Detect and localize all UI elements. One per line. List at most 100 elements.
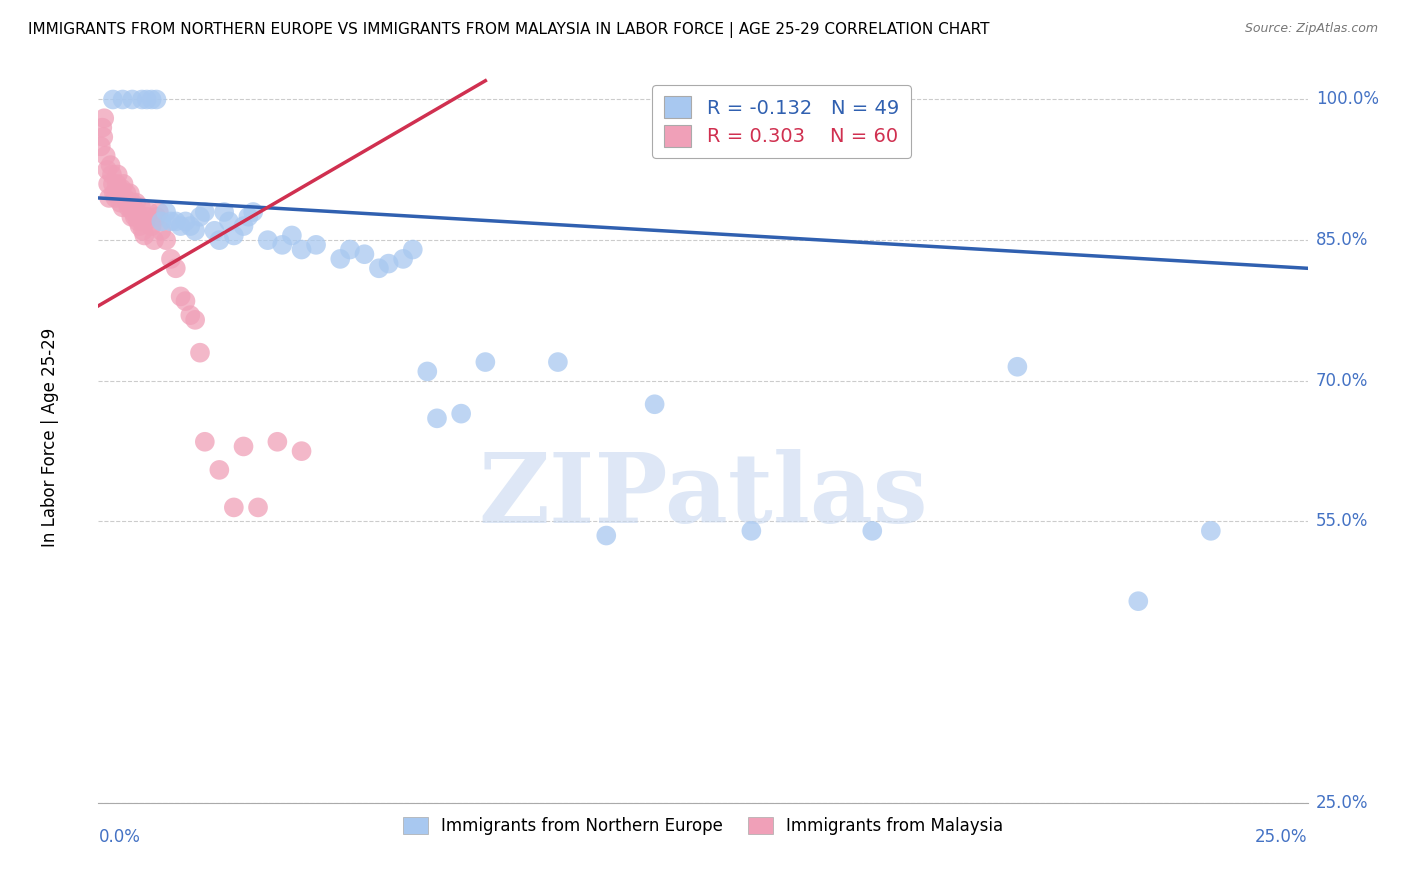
Point (188, 345, 211, 359)
Point (118, 186, 141, 201)
Point (128, 219, 150, 233)
Text: 0.0%: 0.0% (98, 828, 141, 846)
Point (179, 219, 201, 233)
Point (107, 181, 129, 195)
Point (169, 289, 191, 303)
Point (290, 444, 312, 458)
Point (96, 162, 118, 177)
Point (266, 434, 288, 449)
Point (169, 219, 191, 233)
Text: 85.0%: 85.0% (1316, 231, 1368, 249)
Point (141, 219, 163, 233)
Point (474, 355, 496, 369)
Point (339, 243, 361, 257)
Point (644, 397, 666, 411)
Point (194, 205, 217, 219)
Point (135, 93, 157, 107)
Point (138, 205, 160, 219)
Point (103, 186, 125, 201)
Point (222, 500, 245, 515)
Point (368, 261, 391, 276)
Point (860, 524, 883, 538)
Point (111, 181, 134, 195)
Point (105, 177, 128, 191)
Point (165, 214, 187, 228)
Point (155, 205, 177, 219)
Point (740, 524, 762, 538)
Point (218, 214, 240, 228)
Text: 25.0%: 25.0% (1316, 794, 1368, 812)
Point (141, 93, 163, 107)
Point (305, 237, 328, 252)
Text: 100.0%: 100.0% (1316, 90, 1379, 109)
Point (595, 528, 617, 542)
Point (208, 233, 231, 247)
Point (160, 252, 183, 266)
Point (194, 434, 217, 449)
Point (329, 252, 352, 266)
Point (93, 112, 115, 126)
Point (184, 224, 207, 238)
Point (143, 233, 166, 247)
Point (127, 205, 149, 219)
Point (122, 205, 145, 219)
Point (179, 308, 201, 322)
Point (204, 224, 226, 238)
Point (104, 191, 127, 205)
Point (101, 168, 124, 182)
Point (117, 200, 139, 214)
Point (107, 168, 129, 182)
Point (238, 210, 260, 224)
Point (232, 219, 254, 233)
Point (1007, 359, 1029, 374)
Point (148, 205, 170, 219)
Point (101, 177, 124, 191)
Point (377, 257, 399, 271)
Point (150, 214, 173, 228)
Point (125, 195, 148, 210)
Point (98, 191, 121, 205)
Point (184, 313, 207, 327)
Point (101, 93, 124, 107)
Point (145, 93, 167, 107)
Point (115, 186, 138, 201)
Text: In Labor Force | Age 25-29: In Labor Force | Age 25-29 (41, 327, 59, 547)
Point (131, 93, 153, 107)
Point (174, 294, 197, 309)
Text: 55.0%: 55.0% (1316, 513, 1368, 531)
Point (100, 158, 122, 172)
Point (416, 364, 439, 378)
Point (94, 149, 117, 163)
Point (188, 210, 211, 224)
Point (155, 233, 177, 247)
Text: Source: ZipAtlas.com: Source: ZipAtlas.com (1244, 22, 1378, 36)
Point (121, 195, 143, 210)
Point (111, 93, 134, 107)
Point (117, 195, 139, 210)
Point (114, 191, 136, 205)
Point (134, 228, 156, 243)
Point (112, 177, 135, 191)
Point (145, 210, 167, 224)
Point (242, 205, 264, 219)
Point (124, 210, 146, 224)
Point (90, 139, 112, 153)
Point (111, 200, 134, 214)
Point (353, 247, 375, 261)
Point (212, 205, 235, 219)
Text: ZIPatlas: ZIPatlas (478, 449, 928, 542)
Point (222, 228, 245, 243)
Point (150, 224, 173, 238)
Point (426, 411, 449, 425)
Point (1199, 524, 1222, 538)
Point (402, 243, 425, 257)
Point (232, 440, 254, 454)
Text: 70.0%: 70.0% (1316, 372, 1368, 390)
Point (256, 233, 278, 247)
Text: 25.0%: 25.0% (1256, 828, 1308, 846)
Point (392, 252, 415, 266)
Point (91, 130, 114, 145)
Point (281, 228, 304, 243)
Point (135, 210, 157, 224)
Point (121, 93, 143, 107)
